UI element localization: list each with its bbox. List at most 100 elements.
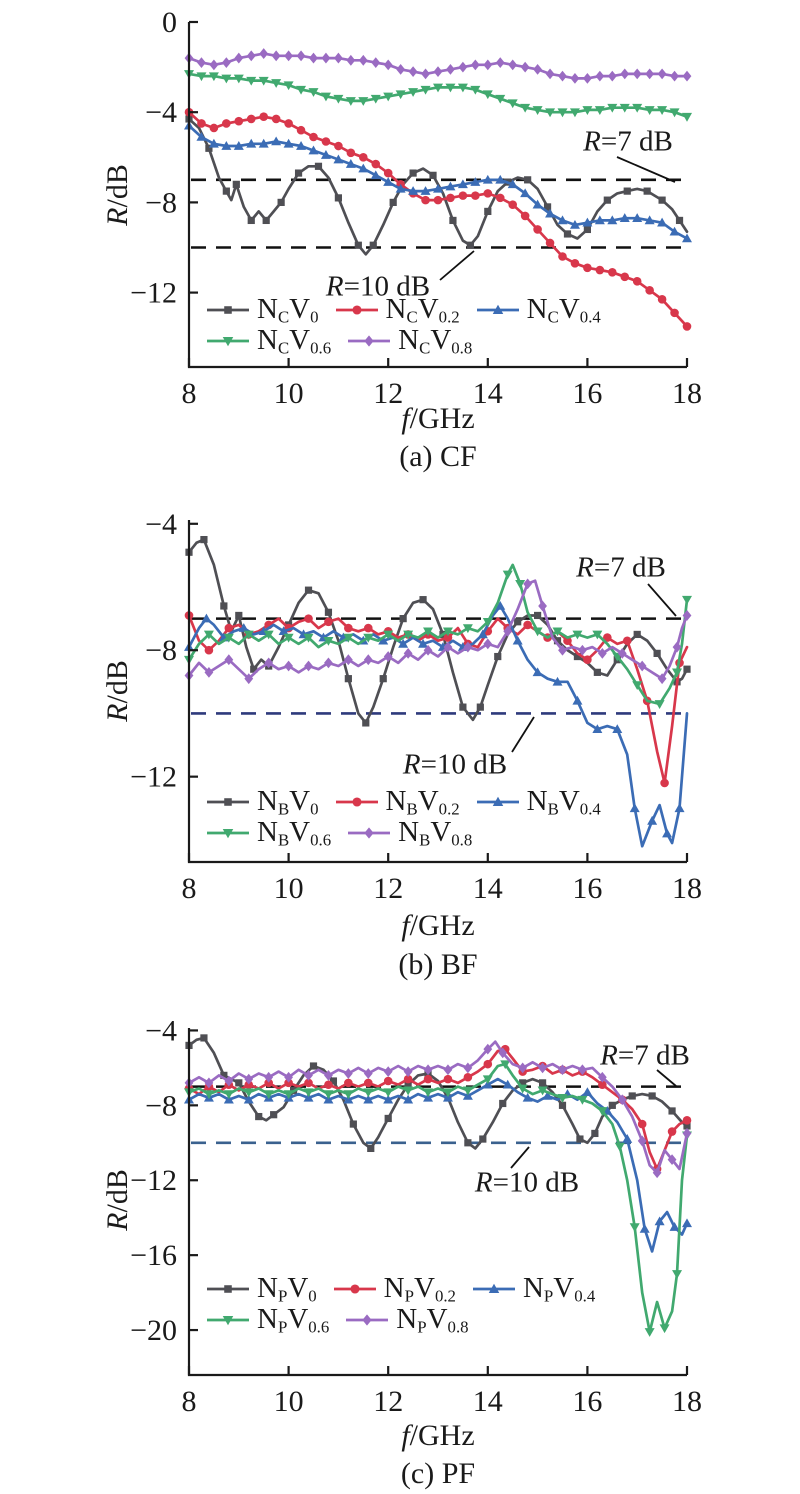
ref-label-leader-line	[616, 156, 676, 183]
triangle-up-marker	[208, 138, 219, 148]
circle-marker	[244, 1080, 254, 1090]
diamond-marker	[558, 644, 567, 656]
series-line-NCV0.2	[187, 110, 689, 328]
triangle-down-marker	[258, 76, 269, 86]
circle-marker	[682, 322, 692, 331]
diamond-marker	[383, 59, 393, 71]
triangle-down-marker	[383, 92, 394, 102]
triangle-up-marker	[320, 150, 331, 159]
circle-marker	[246, 114, 256, 124]
triangle-down-marker	[470, 85, 481, 95]
legend-row: NBV0 NBV0.2 NBV0.4	[206, 785, 601, 819]
x-tick-label: 12	[373, 377, 403, 410]
diamond-marker	[304, 660, 313, 672]
series-line-NPV0.4	[187, 1077, 689, 1253]
legend-row: NPV0 NPV0.2 NPV0.4	[206, 1274, 595, 1305]
square-marker	[384, 1114, 392, 1123]
diamond-marker	[682, 70, 692, 82]
triangle-down-marker	[569, 108, 580, 118]
legend-item: NCV0.8	[347, 326, 472, 357]
legend-marker-glyph	[492, 304, 503, 314]
circle-marker	[321, 137, 331, 146]
circle-marker	[443, 1074, 453, 1084]
triangle-up-marker	[298, 629, 309, 639]
legend-item: NPV0.2	[333, 1274, 456, 1305]
diamond-marker	[184, 670, 194, 681]
triangle-up-marker	[203, 1092, 214, 1102]
triangle-down-marker	[323, 1090, 334, 1100]
square-marker	[220, 1071, 228, 1079]
series-markers-NBV0.2	[184, 611, 684, 788]
triangle-down-marker	[669, 108, 680, 118]
triangle-up-marker	[423, 1092, 434, 1102]
x-tick-label: 16	[572, 1385, 602, 1418]
circle-marker	[603, 633, 612, 642]
y-axis-label: R/dB	[101, 164, 135, 226]
ref-label-symbol: R	[583, 125, 601, 158]
square-marker	[603, 196, 611, 204]
legend-item: NBV0.6	[206, 818, 331, 849]
triangle-up-marker	[223, 1094, 234, 1104]
y-axis-label-unit: /dB	[101, 660, 134, 704]
ref-label-leader-line	[656, 1069, 677, 1087]
x-tick-label: 8	[182, 377, 197, 410]
series-line-NPV0	[187, 1036, 689, 1150]
circle-marker	[500, 1044, 510, 1054]
diamond-marker	[244, 673, 254, 685]
triangle-down-marker	[644, 1328, 655, 1337]
triangle-down-marker	[283, 81, 294, 91]
diamond-marker	[443, 1064, 453, 1076]
square-marker	[404, 1081, 412, 1089]
diamond-marker	[558, 70, 567, 82]
diamond-marker	[637, 1135, 647, 1147]
circle-marker	[264, 620, 273, 630]
circle-marker	[545, 238, 555, 248]
y-tick-label: −20	[130, 1314, 177, 1347]
legend-label: NBV0	[257, 785, 319, 819]
triangle-down-marker	[659, 1324, 670, 1334]
ref-line-label-10db: R=10 dB	[326, 271, 430, 304]
x-tick-label: 10	[274, 1385, 304, 1418]
triangle-up-marker	[542, 1090, 553, 1100]
x-tick-label: 12	[373, 872, 403, 905]
x-axis-label: f/GHz	[401, 1419, 474, 1453]
triangle-down-marker	[320, 92, 331, 102]
square-marker	[324, 608, 333, 616]
legend-marker-triangle-up	[476, 304, 519, 314]
diamond-marker	[523, 578, 533, 590]
legend-marker-glyph	[364, 826, 374, 839]
circle-marker	[421, 195, 430, 205]
triangle-down-marker	[184, 70, 194, 79]
square-marker	[658, 196, 666, 204]
axes	[187, 520, 687, 864]
triangle-down-marker	[482, 1075, 493, 1085]
ref-label-text: =10 dB	[343, 270, 431, 303]
ref-label-text: =7 dB	[617, 1039, 690, 1072]
circle-marker	[408, 189, 418, 198]
circle-marker	[363, 1078, 373, 1088]
circle-marker	[583, 655, 592, 665]
triangle-down-marker	[495, 94, 506, 104]
triangle-up-marker	[308, 145, 319, 155]
square-marker	[424, 1069, 432, 1078]
triangle-down-marker	[333, 94, 344, 104]
triangle-up-marker	[233, 141, 244, 150]
triangle-up-marker	[457, 642, 468, 651]
legend-marker-glyph	[352, 796, 362, 807]
triangle-up-marker	[552, 676, 563, 686]
ref-label-symbol: R	[325, 270, 344, 303]
circle-marker	[184, 611, 194, 620]
y-tick-label: −4	[145, 508, 177, 541]
diamond-marker	[672, 641, 682, 653]
triangle-down-marker	[363, 633, 374, 643]
legend-marker-glyph	[352, 304, 362, 315]
triangle-up-marker	[383, 177, 394, 186]
legend-row: NBV0.6 NBV0.8	[206, 818, 601, 849]
triangle-up-marker	[644, 215, 655, 225]
square-marker	[399, 615, 407, 623]
triangle-down-marker	[657, 106, 668, 115]
triangle-up-marker	[572, 695, 583, 705]
diamond-marker	[423, 1064, 433, 1076]
